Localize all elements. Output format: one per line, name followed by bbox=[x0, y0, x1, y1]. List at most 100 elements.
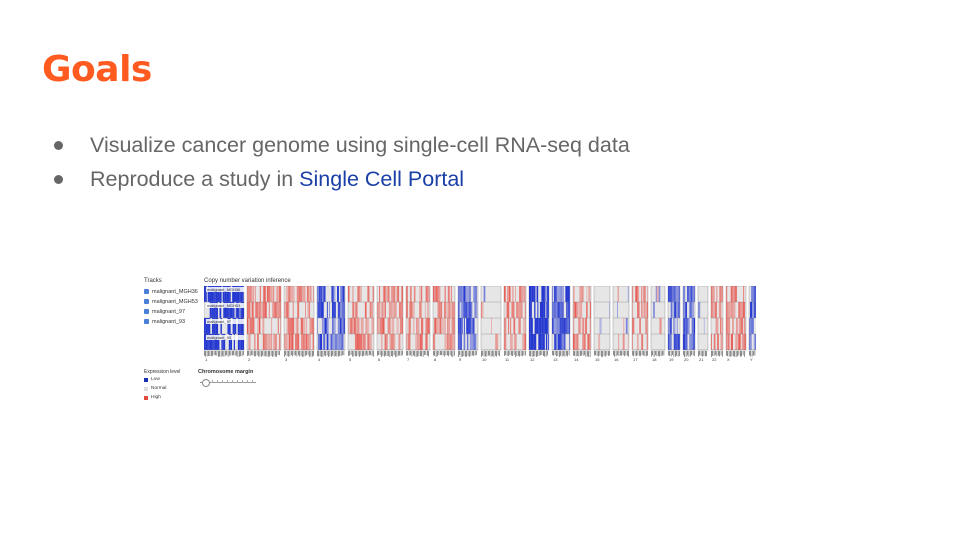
chromosome-label: 5 bbox=[349, 357, 352, 362]
gene-tick bbox=[359, 351, 360, 357]
chromosome-block-9: 9 bbox=[457, 286, 479, 362]
cnv-stripe bbox=[391, 318, 393, 334]
slider-handle[interactable] bbox=[202, 379, 210, 387]
gene-tick bbox=[303, 351, 305, 357]
cnv-stripe bbox=[668, 334, 670, 350]
cnv-stripe bbox=[554, 302, 556, 318]
gene-tick bbox=[410, 351, 411, 356]
cnv-stripe bbox=[751, 318, 754, 334]
gene-tick bbox=[440, 351, 441, 356]
cnv-stripe bbox=[742, 302, 745, 318]
cnv-stripe bbox=[303, 334, 305, 350]
cnv-stripe bbox=[280, 302, 281, 318]
checkbox-icon[interactable] bbox=[144, 309, 149, 314]
cnv-stripe bbox=[645, 318, 648, 334]
chromosome-label: 8 bbox=[434, 357, 437, 362]
gene-tick bbox=[483, 351, 485, 357]
bullet-text: Reproduce a study in bbox=[90, 167, 300, 191]
track-toggle-93[interactable]: malignant_93 bbox=[144, 317, 185, 326]
cnv-stripe bbox=[530, 318, 533, 334]
cnv-stripe bbox=[406, 286, 408, 302]
cnv-stripe bbox=[450, 286, 453, 302]
cnv-stripe bbox=[727, 318, 731, 334]
cnv-stripe bbox=[331, 302, 334, 318]
checkbox-icon[interactable] bbox=[144, 299, 149, 304]
track-toggle-mgh36[interactable]: malignant_MGH36 bbox=[144, 287, 198, 296]
gene-tick bbox=[448, 351, 449, 357]
chromosome-block-15: 15 bbox=[593, 286, 611, 362]
checkbox-icon[interactable] bbox=[144, 319, 149, 324]
gene-tick bbox=[530, 351, 531, 357]
gene-tick bbox=[647, 351, 648, 356]
cnv-stripe bbox=[538, 334, 540, 350]
checkbox-icon[interactable] bbox=[144, 289, 149, 294]
cnv-stripe bbox=[215, 318, 219, 334]
cnv-stripe bbox=[251, 302, 254, 318]
gene-tick bbox=[418, 351, 420, 356]
cnv-stripe bbox=[712, 286, 714, 302]
gene-tick bbox=[599, 351, 601, 356]
cnv-stripe bbox=[470, 318, 471, 334]
gene-tick bbox=[547, 351, 548, 356]
gene-tick bbox=[451, 351, 452, 357]
gene-tick bbox=[683, 351, 684, 356]
gene-tick bbox=[326, 351, 328, 356]
cnv-stripe bbox=[539, 318, 542, 334]
cnv-stripe bbox=[511, 334, 514, 350]
cnv-stripe bbox=[239, 318, 241, 334]
cnv-stripe bbox=[425, 334, 428, 350]
gene-tick bbox=[276, 351, 277, 357]
cnv-stripe bbox=[437, 286, 440, 302]
cnv-stripe bbox=[365, 318, 368, 334]
cnv-stripe bbox=[295, 334, 298, 350]
cnv-stripe bbox=[333, 286, 336, 302]
cnv-stripe bbox=[427, 318, 430, 334]
chromosome-label: 18 bbox=[652, 357, 657, 362]
gene-tick bbox=[545, 351, 547, 357]
cnv-stripe bbox=[223, 334, 226, 350]
cnv-stripe bbox=[333, 318, 336, 334]
cnv-stripe bbox=[685, 334, 688, 350]
cnv-stripe bbox=[288, 286, 291, 302]
cnv-stripe bbox=[419, 334, 422, 350]
cnv-stripe bbox=[465, 302, 468, 318]
cnv-stripe bbox=[541, 318, 544, 334]
gene-tick bbox=[230, 351, 232, 356]
cnv-stripe bbox=[220, 318, 222, 334]
gene-tick bbox=[252, 351, 254, 356]
single-cell-portal-link[interactable]: Single Cell Portal bbox=[299, 167, 465, 191]
gene-tick bbox=[298, 351, 299, 356]
cnv-stripe bbox=[216, 302, 218, 318]
cnv-stripe bbox=[284, 334, 286, 350]
cnv-stripe bbox=[354, 334, 356, 350]
cnv-stripe bbox=[340, 334, 342, 350]
gene-tick bbox=[587, 351, 588, 357]
gene-tick bbox=[378, 351, 379, 356]
track-toggle-97[interactable]: malignant_97 bbox=[144, 307, 185, 316]
chromosome-block-16: 16 bbox=[612, 286, 630, 362]
cnv-stripe bbox=[481, 302, 484, 318]
gene-tick bbox=[353, 351, 355, 357]
cnv-stripe bbox=[252, 318, 255, 334]
cnv-stripe bbox=[561, 286, 565, 302]
gene-tick bbox=[474, 351, 476, 356]
gene-tick bbox=[321, 351, 322, 357]
gene-tick bbox=[702, 351, 703, 357]
gene-tick bbox=[633, 351, 634, 357]
cnv-stripe bbox=[292, 302, 294, 318]
cnv-stripe bbox=[691, 318, 694, 334]
cnv-stripe bbox=[309, 286, 311, 302]
cnv-stripe bbox=[301, 286, 304, 302]
cnv-stripe bbox=[336, 334, 339, 350]
gene-tick bbox=[719, 351, 720, 357]
cnv-stripe bbox=[471, 334, 474, 350]
cnv-stripe bbox=[241, 318, 244, 334]
gene-tick bbox=[694, 351, 695, 357]
track-toggle-mgh53[interactable]: malignant_MGH53 bbox=[144, 297, 198, 306]
cnv-stripe bbox=[683, 334, 686, 350]
cnv-stripe bbox=[215, 286, 218, 302]
gene-tick bbox=[391, 351, 392, 357]
gene-tick bbox=[751, 351, 753, 357]
chromosome-label: 1 bbox=[205, 357, 208, 362]
gene-tick bbox=[285, 351, 286, 356]
